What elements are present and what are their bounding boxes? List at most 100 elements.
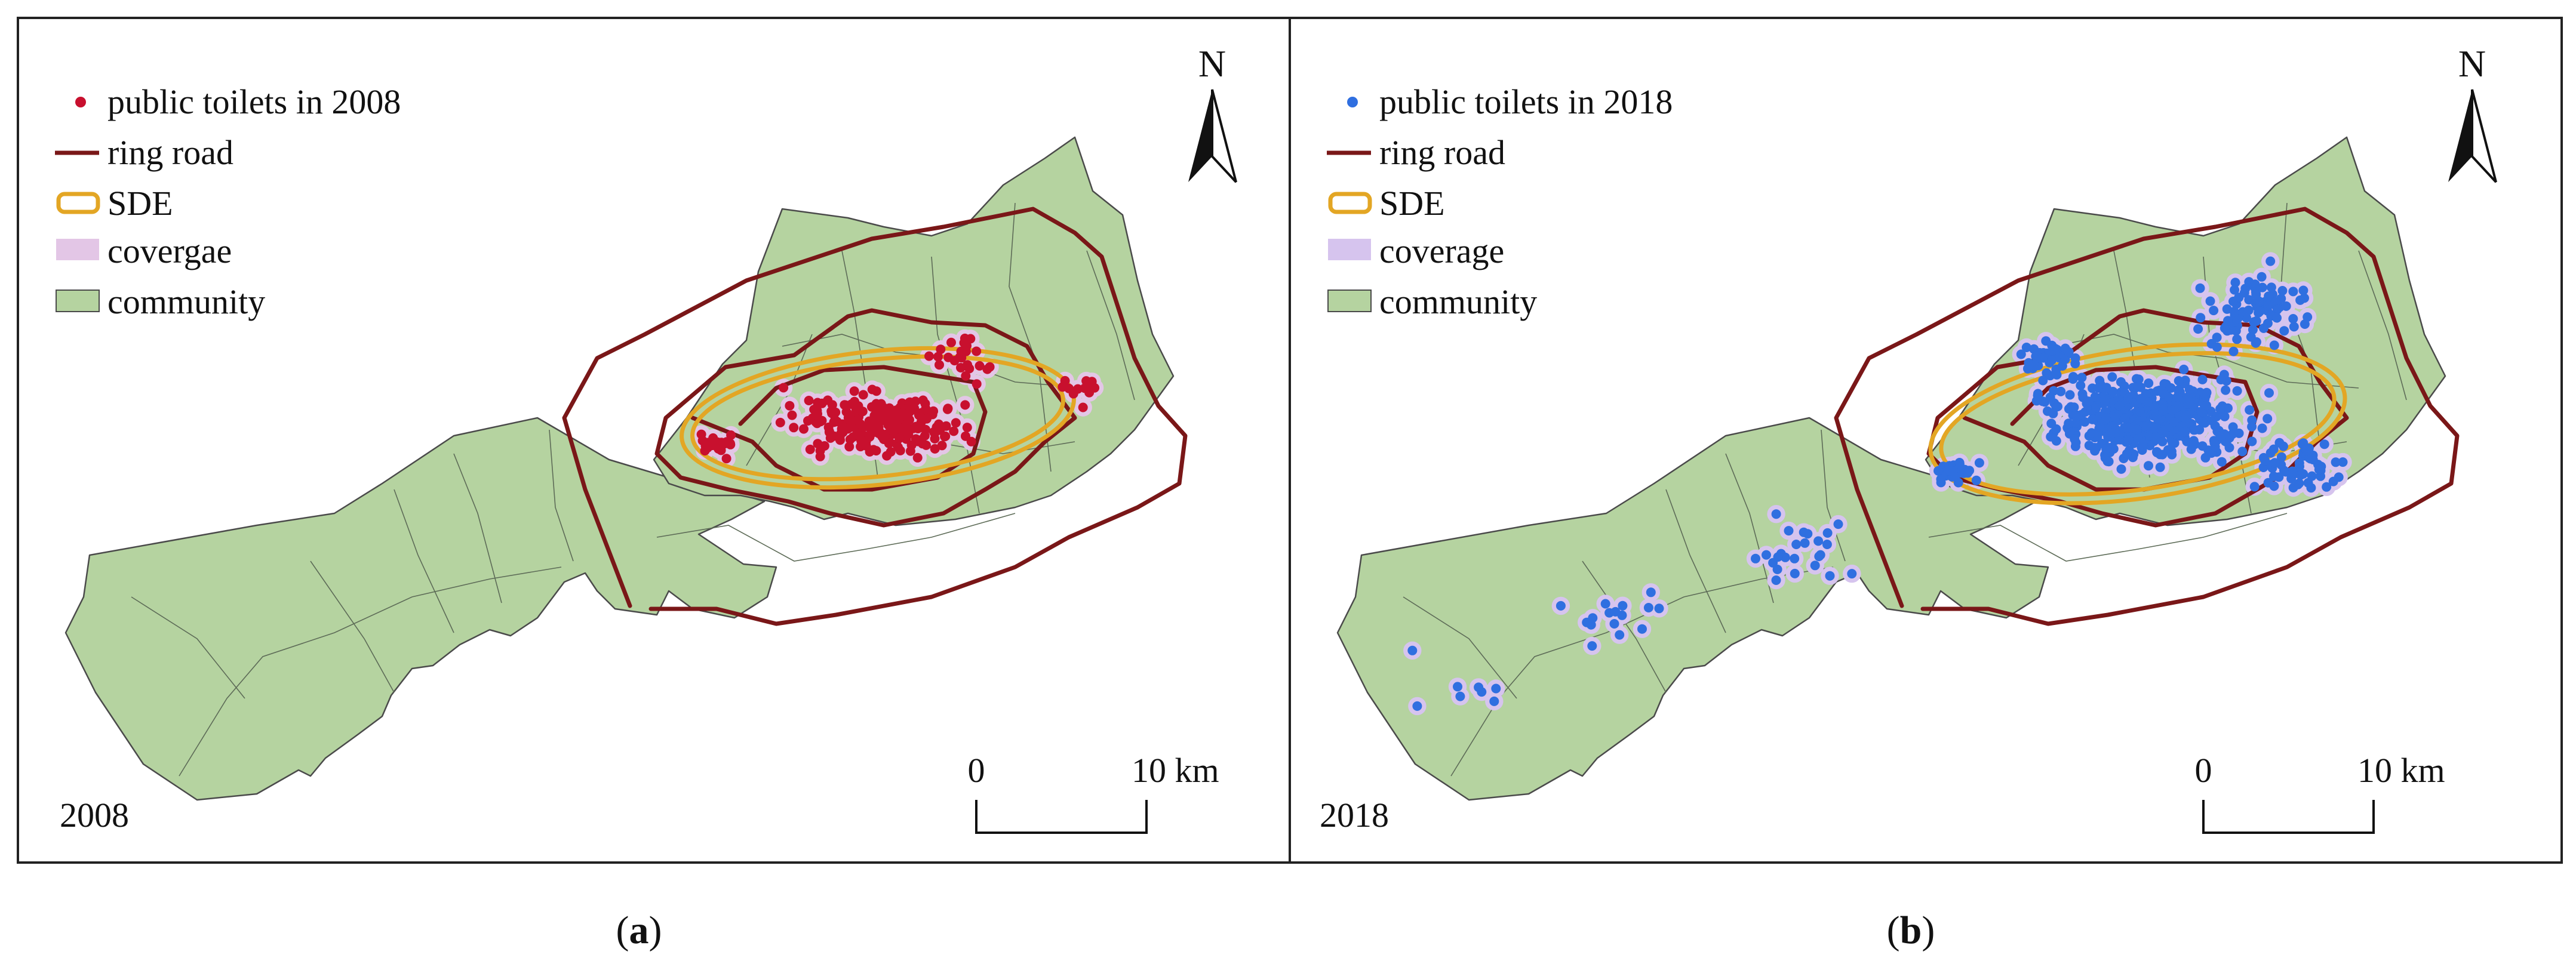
toilet-point	[2268, 444, 2279, 454]
toilet-point	[1078, 402, 1088, 412]
legend-b: public toilets in 2018 ring road SDE cov…	[1327, 82, 1673, 321]
legend-coverage-symbol-b	[1328, 239, 1371, 260]
toilet-point	[850, 396, 859, 407]
toilet-point	[951, 418, 961, 428]
toilet-point	[1455, 691, 1465, 701]
toilet-point	[1790, 568, 1800, 578]
toilet-point	[2073, 411, 2083, 421]
toilet-point	[2289, 322, 2299, 332]
toilet-point	[812, 418, 822, 429]
toilet-point	[933, 352, 943, 362]
toilet-point	[930, 444, 940, 454]
toilet-point	[2123, 393, 2133, 404]
toilet-point	[2144, 461, 2153, 471]
toilet-point	[1847, 569, 1857, 579]
toilet-point	[2116, 464, 2126, 474]
year-label-b: 2018	[1320, 796, 1389, 834]
toilet-point	[2070, 359, 2080, 369]
toilet-point	[1963, 468, 1973, 478]
toilet-point	[972, 379, 982, 389]
toilet-point	[2031, 396, 2042, 406]
toilet-point	[2091, 403, 2101, 413]
toilet-point	[2120, 413, 2130, 423]
toilet-point	[2233, 314, 2243, 324]
toilet-point	[2257, 423, 2267, 433]
toilet-point	[1800, 538, 1810, 548]
toilet-point	[2205, 296, 2215, 306]
toilet-point	[2263, 478, 2273, 488]
toilet-point	[2338, 457, 2348, 467]
toilet-point	[1600, 599, 1610, 609]
toilet-point	[941, 421, 951, 431]
toilet-point	[2107, 372, 2117, 382]
toilet-point	[917, 435, 927, 445]
legend-points-label-a: public toilets in 2008	[107, 82, 401, 121]
toilet-point	[853, 415, 863, 425]
panel-a-map	[64, 136, 1188, 801]
legend-sde-symbol-a	[56, 192, 100, 214]
legend-coverage-label-b: coverage	[1379, 232, 1504, 270]
panel-b: public toilets in 2018 ring road SDE cov…	[1289, 17, 2563, 864]
toilet-point	[2190, 425, 2200, 435]
toilet-point	[1646, 587, 1656, 598]
toilet-point	[2064, 347, 2074, 357]
toilet-point	[2144, 378, 2154, 388]
toilet-point	[2296, 470, 2306, 480]
toilet-point	[2090, 392, 2100, 402]
toilet-point	[868, 445, 878, 455]
toilet-point	[805, 444, 815, 454]
toilet-point	[2217, 457, 2227, 467]
toilet-point	[826, 406, 837, 416]
toilet-point	[779, 383, 789, 393]
toilet-point	[975, 361, 985, 371]
toilet-point	[824, 427, 834, 438]
toilet-point	[2108, 387, 2118, 396]
toilet-point	[716, 445, 726, 455]
toilet-point	[2331, 457, 2341, 467]
toilet-point	[2051, 345, 2061, 355]
scale-bar-a: 0 10 km	[968, 751, 1219, 834]
toilet-point	[2045, 392, 2055, 402]
toilet-point	[1407, 645, 1418, 655]
toilet-point	[1784, 526, 1794, 536]
toilet-point	[2232, 334, 2242, 344]
inner-ring-road-b	[1962, 365, 2260, 492]
toilet-point	[2108, 428, 2117, 438]
toilet-point	[775, 417, 785, 427]
toilet-point	[912, 452, 923, 463]
toilet-point	[2279, 326, 2289, 336]
toilet-point	[2251, 338, 2261, 348]
legend-community-symbol-b	[1327, 290, 1372, 312]
toilet-point	[1751, 553, 1760, 563]
toilet-point	[697, 436, 708, 446]
legend-a: public toilets in 2008 ring road SDE cov…	[55, 82, 401, 321]
toilet-point	[937, 441, 947, 451]
toilet-point	[1643, 603, 1653, 612]
toilet-point	[2276, 452, 2286, 462]
toilet-point	[2216, 375, 2226, 384]
toilet-point	[2212, 332, 2222, 343]
toilet-point	[1825, 571, 1835, 581]
toilet-point	[2215, 404, 2225, 414]
toilet-point	[2232, 386, 2242, 396]
north-arrow-icon-a	[1188, 89, 1237, 183]
toilet-point	[823, 395, 833, 405]
toilet-point	[2334, 472, 2344, 482]
toilet-point	[2123, 423, 2134, 433]
toilet-point	[1556, 601, 1566, 611]
toilet-point	[785, 401, 795, 411]
toilet-point	[1618, 601, 1628, 611]
toilet-point	[2248, 325, 2258, 335]
toilet-point	[844, 442, 854, 452]
toilet-point	[813, 398, 823, 408]
toilet-point	[1582, 617, 1592, 627]
toilet-point	[2197, 441, 2208, 451]
toilet-point	[2166, 383, 2176, 393]
legend-sde-label-a: SDE	[107, 184, 173, 223]
panel-b-map	[1336, 136, 2460, 801]
toilet-point	[2016, 349, 2026, 359]
toilet-point	[2150, 402, 2159, 412]
toilet-point	[2068, 372, 2078, 382]
toilet-point	[2180, 427, 2190, 437]
toilet-point	[2251, 290, 2261, 300]
